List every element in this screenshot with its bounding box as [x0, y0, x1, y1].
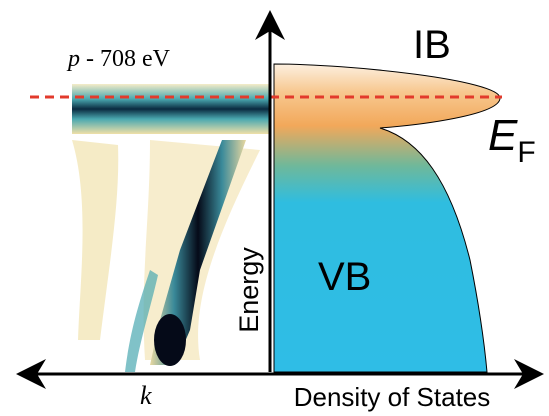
panel-energy: - 708 eV [80, 46, 171, 72]
panel-variable: p [66, 46, 80, 72]
arpes-dispersive-band [150, 140, 246, 365]
arpes-spot [154, 314, 186, 366]
fermi-subscript: F [517, 136, 535, 169]
vb-label: VB [318, 255, 371, 299]
fermi-label: EF [488, 111, 536, 169]
arpes-flat-band [72, 84, 270, 134]
arpes-image [72, 84, 270, 372]
fermi-symbol: E [488, 111, 518, 160]
y-axis-label: Energy [234, 247, 264, 333]
x-axis-right-label: Density of States [294, 382, 491, 412]
arpes-background [72, 140, 119, 340]
x-axis-left-label: k [140, 381, 152, 410]
ib-label: IB [413, 23, 451, 67]
density-of-states [273, 63, 501, 373]
arpes-side-band [125, 270, 158, 372]
panel-label: p - 708 eV [66, 46, 171, 72]
